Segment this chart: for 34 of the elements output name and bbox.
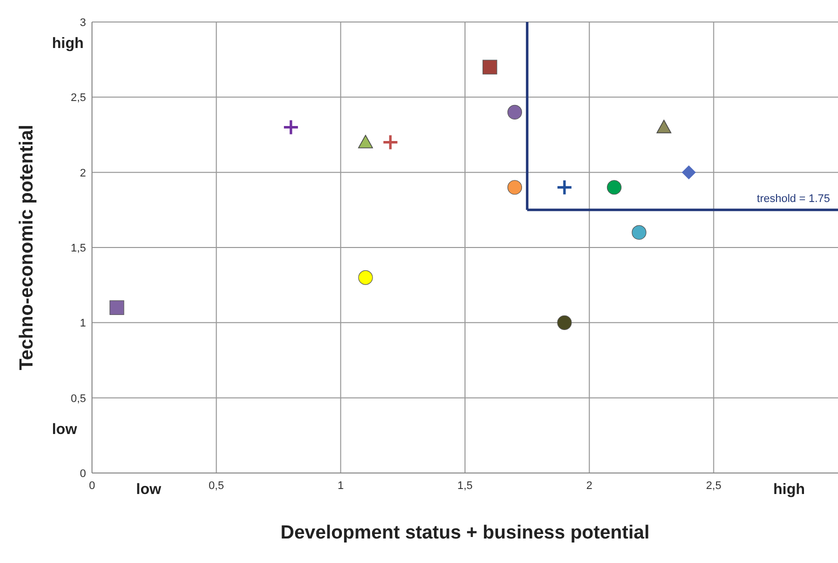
y-tick-label: 0 [80,468,86,480]
point [556,179,573,196]
point [682,165,696,180]
text: high [52,34,84,52]
point [606,180,622,195]
x-tick-label: 0,5 [208,480,224,492]
y-tick-label: 3 [80,17,86,29]
point [557,315,572,330]
point [482,60,498,74]
x-tick-label: 2,5 [706,480,722,492]
x-tick-label: 2 [586,480,592,492]
y-tick-label: 2 [80,167,86,180]
point [358,270,373,285]
text: low [52,420,77,438]
y-tick-label: 2,5 [70,92,86,104]
point [507,180,522,195]
text: low [136,481,162,498]
x-tick-label: 1 [338,480,344,492]
point [358,134,373,148]
x-tick-label: 1,5 [457,480,473,492]
point [632,225,646,240]
y-axis-title: Techno-economic potential [16,124,38,370]
text: high [773,481,805,498]
point [282,118,300,136]
y-tick-label: 1 [80,318,86,330]
ref-line-label: treshold = 1.75 [756,192,830,205]
point [507,104,522,120]
point [382,134,399,151]
x-axis-title: Development status + business potential [280,522,650,544]
y-tick-label: 0,5 [70,392,86,405]
point [656,120,672,134]
x-tick-label: 0 [88,480,96,492]
y-tick-label: 1,5 [70,242,86,254]
point [110,300,124,315]
